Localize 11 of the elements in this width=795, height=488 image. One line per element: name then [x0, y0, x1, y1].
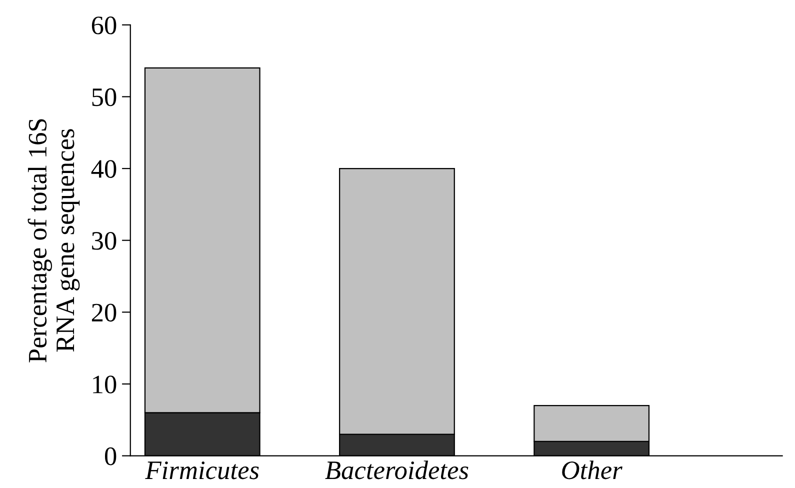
y-tick-label: 40: [91, 160, 116, 178]
x-tick-label: Other: [562, 460, 622, 480]
y-tick-label: 10: [93, 376, 116, 394]
x-tick-label: Bacteroidetes: [325, 460, 468, 480]
y-tick-label: 0: [104, 447, 116, 466]
y-axis-title: Percentage of total 16S RNA gene sequences: [28, 119, 80, 362]
y-tick-label: 50: [92, 88, 116, 106]
x-tick-label: Firmicutes: [145, 461, 259, 480]
y-tick-label: 30: [92, 232, 116, 250]
y-tick-label: 60: [92, 16, 116, 34]
y-tick-label: 20: [92, 304, 116, 322]
